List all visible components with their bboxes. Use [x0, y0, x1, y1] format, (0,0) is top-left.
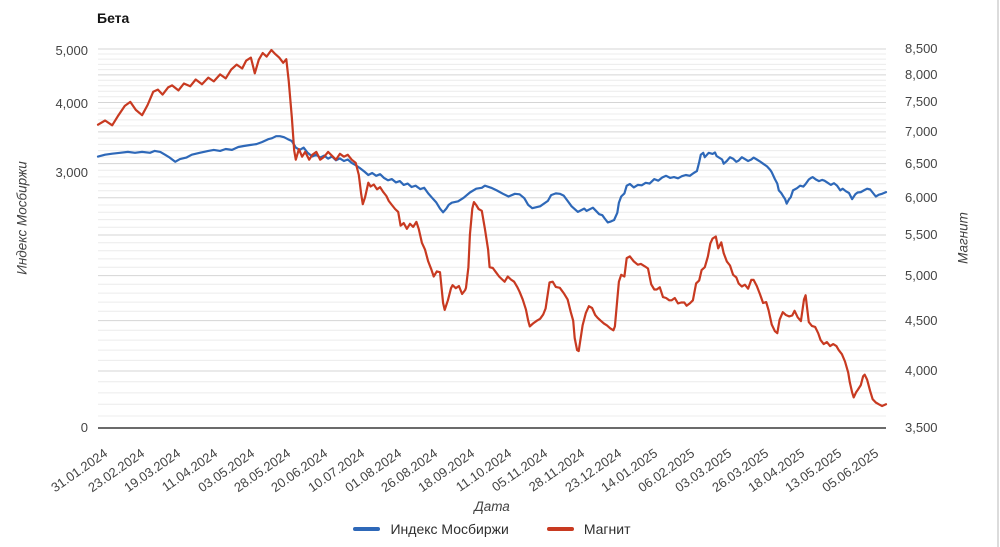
left-tick-3000: 3,000: [55, 165, 88, 181]
right-tick-4500: 4,500: [905, 312, 938, 328]
right-tick-7500: 7,500: [905, 94, 938, 110]
x-axis-title: Дата: [474, 499, 510, 514]
legend-item-magnit[interactable]: Магнит: [546, 521, 631, 537]
right-tick-5500: 5,500: [905, 226, 938, 242]
right-tick-8500: 8,500: [905, 41, 938, 56]
legend-label-magnit: Магнит: [583, 521, 631, 537]
window-right-border: [997, 0, 999, 547]
right-tick-6000: 6,000: [905, 189, 938, 205]
right-tick-7000: 7,000: [905, 123, 938, 139]
left-axis-title: Индекс Мосбиржи: [14, 161, 30, 275]
right-axis-title: Магнит: [955, 212, 971, 264]
legend-item-moex[interactable]: Индекс Мосбиржи: [353, 521, 509, 537]
legend-swatch-magnit: [546, 527, 574, 531]
right-tick-5000: 5,000: [905, 267, 938, 283]
right-tick-3500: 3,500: [905, 420, 938, 435]
left-tick-4000: 4,000: [55, 96, 88, 112]
series-line-0: [96, 135, 888, 224]
right-tick-8000: 8,000: [905, 66, 938, 82]
legend: Индекс Мосбиржи Магнит: [98, 521, 886, 537]
left-tick-0: 0: [80, 420, 88, 435]
right-tick-4000: 4,000: [905, 362, 938, 378]
plot-area[interactable]: [98, 48, 886, 428]
legend-label-moex: Индекс Мосбиржи: [390, 521, 509, 537]
series-line-1: [96, 48, 888, 408]
left-tick-5000: 5,000: [55, 42, 88, 58]
chart-title: Бета: [97, 10, 130, 26]
legend-swatch-moex: [353, 527, 381, 531]
right-tick-6500: 6,500: [905, 155, 938, 171]
